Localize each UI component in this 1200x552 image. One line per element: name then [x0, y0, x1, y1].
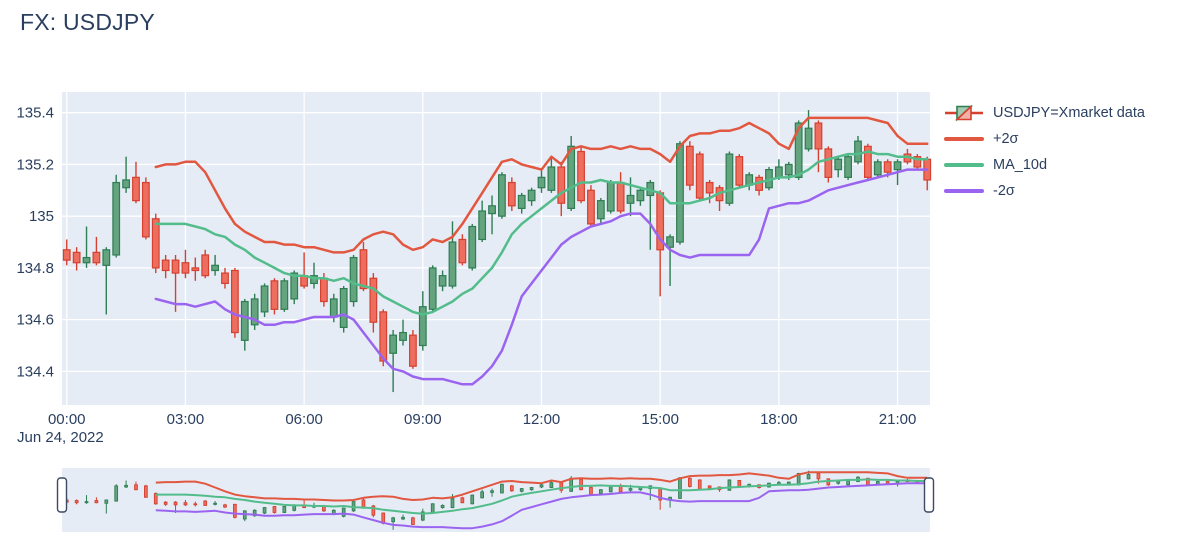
ma-line-icon: [944, 163, 984, 167]
rangeslider-handle-left[interactable]: [56, 477, 68, 513]
x-tick-label: 15:00: [641, 411, 679, 428]
legend-label-upper-band: +2σ: [993, 131, 1019, 147]
rangeslider-line-1: [155, 478, 928, 515]
lower-band-line-icon: [944, 189, 984, 193]
plot-area[interactable]: [62, 92, 930, 405]
legend-label-candlestick: USDJPY=Xmarket data: [993, 105, 1145, 121]
x-tick-label: 21:00: [879, 411, 917, 428]
rangeslider-line-0: [155, 471, 928, 502]
y-tick-label: 135.2: [16, 156, 54, 173]
y-tick-label: 135: [29, 208, 54, 225]
legend-item-lower-band[interactable]: -2σ: [944, 178, 1145, 204]
axis-ticks: 00:00 03:00 06:00 09:00 12:00 15:00 18:00 21:00…: [16, 105, 916, 428]
x-tick-label: 03:00: [167, 411, 205, 428]
legend-label-lower-band: -2σ: [993, 183, 1015, 199]
series-line-0: [154, 116, 929, 254]
y-tick-label: 134.8: [16, 260, 54, 277]
y-tick-label: 135.4: [16, 105, 54, 122]
upper-band-line-icon: [944, 137, 984, 141]
series-line-2: [154, 168, 929, 386]
x-tick-label: 00:00: [48, 411, 86, 428]
x-tick-label: 06:00: [285, 411, 323, 428]
x-tick-label: 18:00: [760, 411, 798, 428]
legend-label-ma: MA_10d: [993, 157, 1048, 173]
x-tick-label: 12:00: [523, 411, 561, 428]
legend: USDJPY=Xmarket data +2σ MA_10d -2σ: [944, 100, 1145, 204]
candlestick-series: [62, 110, 932, 393]
candlestick-icon: [944, 104, 984, 122]
chart-title: FX: USDJPY: [20, 9, 155, 35]
y-tick-label: 134.6: [16, 312, 54, 329]
series-line-1: [154, 150, 929, 316]
rangeslider-handle-right[interactable]: [923, 477, 935, 513]
rangeslider-candles: [64, 470, 930, 530]
legend-item-ma[interactable]: MA_10d: [944, 152, 1145, 178]
rangeslider-line-2: [155, 482, 928, 530]
x-tick-label: 09:00: [404, 411, 442, 428]
y-tick-label: 134.4: [16, 363, 54, 380]
x-axis-date-label: Jun 24, 2022: [17, 429, 104, 446]
legend-item-upper-band[interactable]: +2σ: [944, 126, 1145, 152]
legend-item-candlestick[interactable]: USDJPY=Xmarket data: [944, 100, 1145, 126]
